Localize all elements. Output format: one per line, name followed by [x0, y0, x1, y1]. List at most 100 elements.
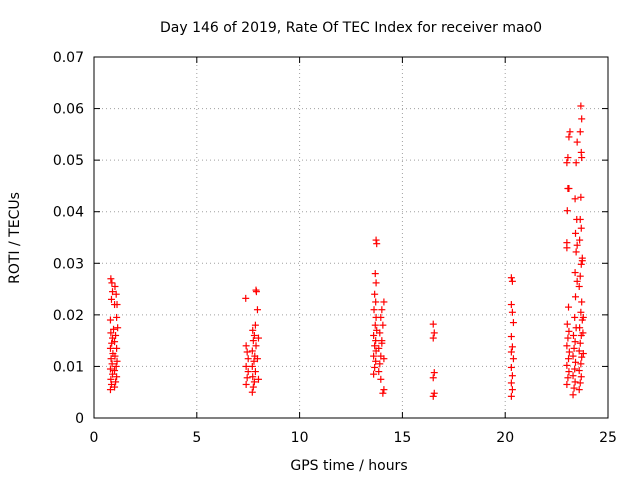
- y-tick-label: 0.04: [53, 205, 84, 221]
- axis-ticks: [93, 56, 609, 419]
- data-point: [252, 286, 260, 294]
- y-tick-label: 0.06: [53, 102, 84, 118]
- data-point: [509, 355, 517, 363]
- data-point: [570, 384, 578, 392]
- data-point: [377, 375, 385, 383]
- y-tick-label: 0.03: [53, 256, 84, 272]
- data-point: [254, 334, 262, 342]
- data-point: [107, 375, 115, 383]
- data-point: [251, 321, 259, 329]
- data-point: [572, 358, 580, 366]
- data-point: [107, 355, 115, 363]
- data-point: [372, 298, 380, 306]
- data-points: [106, 102, 587, 400]
- data-point: [573, 241, 581, 249]
- data-point: [569, 372, 577, 380]
- data-point: [429, 334, 437, 342]
- data-point: [371, 321, 379, 329]
- data-point: [572, 229, 580, 237]
- data-point: [370, 352, 378, 360]
- data-point: [576, 128, 584, 136]
- data-point: [106, 365, 114, 373]
- data-point: [109, 370, 117, 378]
- data-point: [507, 333, 515, 341]
- data-point: [570, 344, 578, 352]
- data-point: [375, 344, 383, 352]
- data-point: [575, 386, 583, 394]
- data-point: [250, 378, 258, 386]
- data-point: [107, 329, 115, 337]
- data-point: [108, 360, 116, 368]
- data-point: [372, 337, 380, 345]
- data-point: [242, 362, 250, 370]
- data-point: [111, 383, 119, 391]
- data-point: [507, 274, 515, 282]
- data-point: [578, 257, 586, 265]
- data-point: [244, 368, 252, 376]
- data-point: [572, 248, 580, 256]
- data-point: [251, 368, 259, 376]
- data-point: [564, 374, 572, 382]
- data-point: [508, 343, 516, 351]
- data-point: [508, 277, 516, 285]
- data-point: [111, 352, 119, 360]
- data-point: [577, 102, 585, 110]
- x-tick-label: 5: [192, 430, 201, 446]
- data-point: [572, 293, 580, 301]
- data-point: [112, 331, 120, 339]
- tick-labels: 0 0.01 0.02 0.03 0.04 0.05 0.06 0.07 0 5 10 15 20 25: [53, 50, 617, 446]
- data-point: [244, 355, 252, 363]
- data-point: [578, 115, 586, 123]
- data-point: [565, 355, 573, 363]
- data-point: [575, 282, 583, 290]
- data-point: [571, 313, 579, 321]
- data-point: [106, 386, 114, 394]
- data-point: [569, 352, 577, 360]
- plot-frame: [93, 56, 609, 419]
- data-point: [248, 347, 256, 355]
- data-point: [371, 270, 379, 278]
- data-point: [576, 272, 584, 280]
- data-point: [573, 138, 581, 146]
- data-point: [107, 295, 115, 303]
- x-tick-label: 0: [90, 430, 99, 446]
- data-point: [430, 329, 438, 337]
- data-point: [572, 159, 580, 167]
- data-point: [576, 339, 584, 347]
- data-point: [370, 331, 378, 339]
- data-point: [112, 378, 120, 386]
- data-point: [576, 324, 584, 332]
- data-point: [508, 386, 516, 394]
- data-point: [253, 355, 261, 363]
- data-point: [114, 324, 122, 332]
- data-point: [579, 313, 587, 321]
- data-point: [577, 308, 585, 316]
- data-point: [249, 337, 257, 345]
- data-point: [507, 363, 515, 371]
- data-point: [110, 325, 118, 333]
- data-point: [577, 373, 585, 381]
- y-axis-label: ROTI / TECUs: [7, 192, 23, 284]
- data-point: [508, 308, 516, 316]
- data-point: [111, 338, 119, 346]
- data-point: [249, 373, 257, 381]
- data-point: [113, 357, 121, 365]
- data-point: [563, 380, 571, 388]
- data-point: [111, 282, 119, 290]
- data-point: [243, 348, 251, 356]
- data-point: [243, 374, 251, 382]
- x-tick-label: 25: [599, 430, 617, 446]
- data-point: [577, 224, 585, 232]
- data-point: [113, 373, 121, 381]
- data-point: [579, 329, 587, 337]
- data-point: [106, 344, 114, 352]
- data-point: [571, 338, 579, 346]
- data-point: [378, 306, 386, 314]
- data-point: [242, 294, 250, 302]
- data-point: [370, 370, 378, 378]
- data-point: [565, 368, 573, 376]
- y-tick-label: 0.01: [53, 359, 84, 375]
- data-point: [563, 320, 571, 328]
- data-point: [379, 321, 387, 329]
